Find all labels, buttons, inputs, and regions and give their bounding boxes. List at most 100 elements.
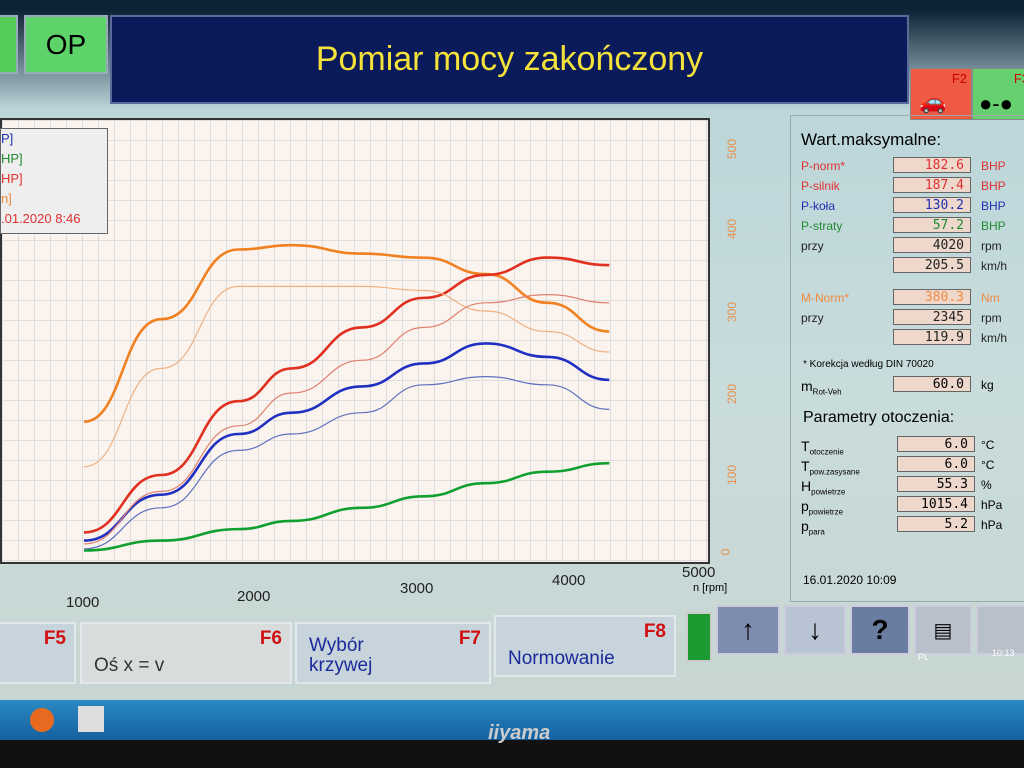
car-icon: 🚗 <box>919 89 947 114</box>
env-label: ppowietrze <box>801 498 843 516</box>
env-unit: °C <box>981 438 995 452</box>
x-tick: 2000 <box>237 588 271 605</box>
f8-label: F8 <box>643 621 666 642</box>
env-unit: hPa <box>981 518 1003 532</box>
max-label: przy <box>801 311 824 325</box>
x-tick: 5000 <box>682 564 716 581</box>
tray-clock: 10:13 <box>992 648 1015 658</box>
print-button[interactable]: ▤ <box>914 605 972 655</box>
op-label: OP <box>45 28 87 60</box>
env-subscript: powietrze <box>811 487 846 497</box>
axis-x-label: Oś x = v <box>94 655 165 676</box>
mass-symbol: m <box>801 378 813 394</box>
env-unit: °C <box>981 458 995 472</box>
dyno-screen: OP Pomiar mocy zakończony F2 🚗 F3●-● P] H… <box>0 0 1024 705</box>
env-label: ppara <box>801 518 825 536</box>
arrow-down-icon: ↓ <box>808 614 822 645</box>
y-tick: 500 <box>725 138 740 160</box>
env-subscript: pow.zasysane <box>809 467 860 477</box>
max-unit: BHP <box>981 159 1006 173</box>
op-button[interactable]: OP <box>24 15 108 74</box>
env-label: Hpowietrze <box>801 478 845 496</box>
max-label: P-silnik <box>801 179 840 193</box>
env-unit: % <box>981 478 992 492</box>
datetime: 16.01.2020 10:09 <box>803 573 897 587</box>
legend-item: n] <box>1 191 12 206</box>
disabled-button[interactable] <box>976 605 1024 655</box>
max-label: przy <box>801 239 824 253</box>
max-unit: Nm <box>981 291 1000 305</box>
dyno-chart <box>83 243 610 552</box>
help-button[interactable]: ? <box>850 605 910 655</box>
max-value: 182.6 <box>893 157 971 173</box>
f7-label: F7 <box>458 628 481 649</box>
max-label: P-koła <box>801 199 836 213</box>
legend-item: HP] <box>1 151 23 166</box>
y-tick: 200 <box>725 383 740 405</box>
env-subscript: powietrze <box>808 507 844 517</box>
tray-language[interactable]: PL <box>918 652 930 662</box>
left-partial-button[interactable] <box>0 15 18 74</box>
mass-value: 60.0 <box>893 376 971 392</box>
series-line-4 <box>83 285 610 468</box>
taskbar: PL 10:13 <box>0 648 1024 740</box>
max-unit: BHP <box>981 179 1006 193</box>
x-tick: 1000 <box>66 594 100 611</box>
f3-rollers-button[interactable]: F3●-● <box>972 68 1024 120</box>
signal-level-indicator <box>686 612 712 662</box>
f7-curve-select-button[interactable]: F7 Wybór krzywej <box>295 622 491 684</box>
legend-date: .01.2020 8:46 <box>1 211 81 226</box>
max-unit: rpm <box>981 311 1002 325</box>
f6-axis-button[interactable]: F6 Oś x = v <box>80 622 292 684</box>
y-tick: 0 <box>718 548 733 556</box>
env-value: 5.2 <box>897 516 975 532</box>
curve-select-label: Wybór krzywej <box>309 635 373 676</box>
title-bar: Pomiar mocy zakończony <box>110 15 909 104</box>
env-subscript: para <box>808 527 825 537</box>
env-unit: hPa <box>981 498 1003 512</box>
f2-label: F2 <box>951 71 967 86</box>
y-tick: 100 <box>725 464 740 486</box>
mass-subscript: Rot-Veh <box>812 387 842 397</box>
series-line-6 <box>83 375 610 550</box>
env-subscript: otoczenie <box>809 447 844 457</box>
firefox-icon[interactable] <box>30 708 54 732</box>
env-value: 55.3 <box>897 476 975 492</box>
env-symbol: p <box>801 498 809 514</box>
monitor-brand-logo: iiyama <box>488 722 551 744</box>
f8-normalization-button[interactable]: F8 Normowanie <box>494 615 676 677</box>
f6-label: F6 <box>259 628 282 649</box>
mass-unit: kg <box>981 378 994 392</box>
env-symbol: H <box>801 478 812 494</box>
max-unit: BHP <box>981 219 1006 233</box>
max-label: P-straty <box>801 219 843 233</box>
rollers-icon: ●-● <box>979 91 1013 116</box>
page-title: Pomiar mocy zakończony <box>315 40 704 78</box>
dyno-app-icon[interactable] <box>78 706 104 732</box>
up-button[interactable]: ↑ <box>716 605 780 655</box>
max-value: 205.5 <box>893 257 971 273</box>
chart-legend: P] HP] HP] n] .01.2020 8:46 <box>0 128 108 234</box>
max-label: P-norm* <box>801 159 846 173</box>
max-value: 4020 <box>893 237 971 253</box>
max-label: M-Norm* <box>801 291 849 305</box>
series-line-0 <box>83 243 610 423</box>
f5-button[interactable]: F5 <box>0 622 76 684</box>
max-value: 57.2 <box>893 217 971 233</box>
f5-label: F5 <box>43 628 66 649</box>
y-tick: 300 <box>725 301 740 323</box>
env-title: Parametry otoczenia: <box>803 409 955 426</box>
max-value: 2345 <box>893 309 971 325</box>
env-label: Tpow.zasysane <box>801 458 860 476</box>
printer-icon: ▤ <box>933 619 953 642</box>
f2-vehicle-button[interactable]: F2 🚗 <box>910 68 972 120</box>
help-icon: ? <box>871 614 889 645</box>
env-symbol: p <box>801 518 809 534</box>
correction-note: * Korekcja według DIN 70020 <box>803 359 934 370</box>
env-value: 1015.4 <box>897 496 975 512</box>
down-button[interactable]: ↓ <box>784 605 846 655</box>
arrow-up-icon: ↑ <box>741 614 755 645</box>
max-value: 130.2 <box>893 197 971 213</box>
env-label: Totoczenie <box>801 438 844 456</box>
max-value: 380.3 <box>893 289 971 305</box>
